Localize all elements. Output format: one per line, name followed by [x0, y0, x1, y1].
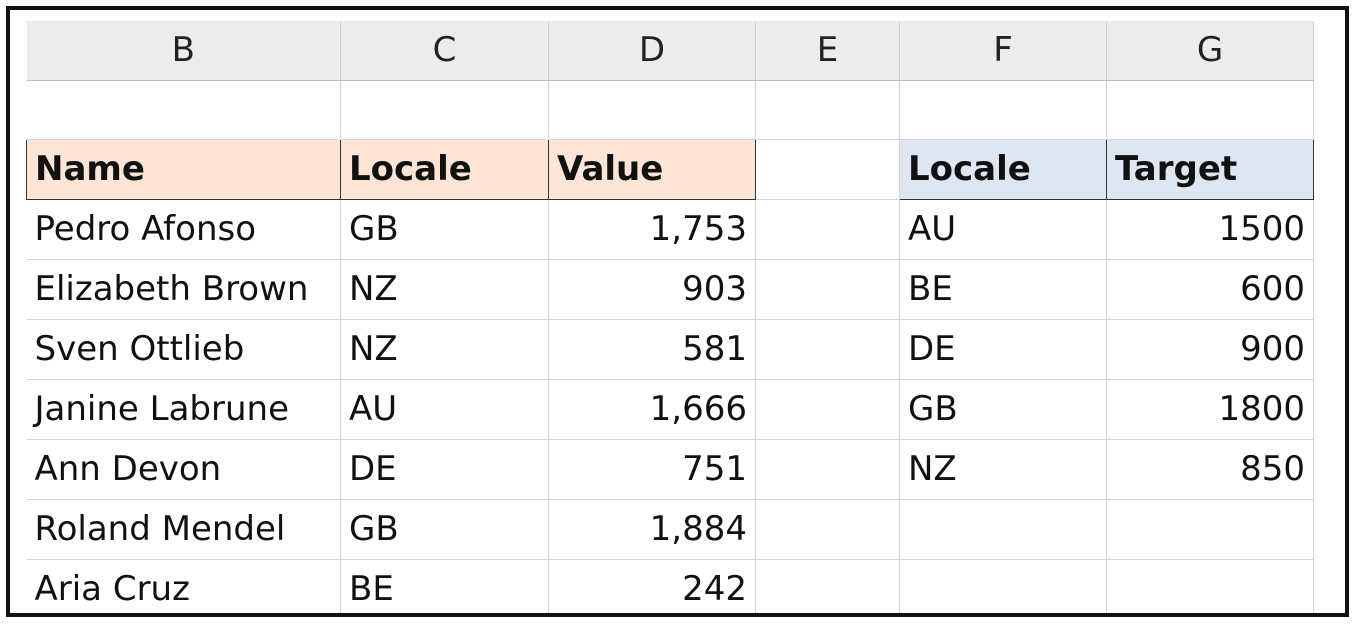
cell[interactable]	[26, 80, 341, 140]
table-row: Sven Ottlieb NZ 581 DE 900	[26, 319, 1314, 380]
table-row: Roland Mendel GB 1,884	[26, 499, 1314, 560]
name-cell[interactable]: Sven Ottlieb	[26, 319, 341, 380]
empty-row	[26, 80, 1314, 140]
target-header-cell[interactable]: Target	[1106, 139, 1314, 200]
value-cell[interactable]: 242	[548, 559, 756, 613]
target-locale-header-cell[interactable]: Locale	[899, 139, 1107, 200]
column-header-b[interactable]: B	[26, 21, 341, 81]
locale-cell[interactable]: DE	[340, 439, 549, 500]
cell[interactable]	[899, 559, 1107, 613]
locale-cell[interactable]: NZ	[340, 259, 549, 320]
cell[interactable]	[1106, 559, 1314, 613]
cell[interactable]	[755, 199, 900, 260]
cell[interactable]	[1106, 499, 1314, 560]
name-cell[interactable]: Aria Cruz	[26, 559, 341, 613]
locale-cell[interactable]: GB	[340, 499, 549, 560]
target-cell[interactable]: 900	[1106, 319, 1314, 380]
name-cell[interactable]: Elizabeth Brown	[26, 259, 341, 320]
column-header-f[interactable]: F	[899, 21, 1107, 81]
target-cell[interactable]: 1500	[1106, 199, 1314, 260]
name-cell[interactable]: Janine Labrune	[26, 379, 341, 440]
target-locale-cell[interactable]: BE	[899, 259, 1107, 320]
cell[interactable]	[755, 259, 900, 320]
table-row: Aria Cruz BE 242	[26, 559, 1314, 613]
locale-cell[interactable]: BE	[340, 559, 549, 613]
target-locale-cell[interactable]: NZ	[899, 439, 1107, 500]
target-locale-cell[interactable]: GB	[899, 379, 1107, 440]
cell[interactable]	[340, 80, 549, 140]
cell[interactable]	[1106, 80, 1314, 140]
table-row: Elizabeth Brown NZ 903 BE 600	[26, 259, 1314, 320]
cell[interactable]	[755, 139, 900, 200]
column-header-row: B C D E F G	[26, 21, 1314, 81]
cell[interactable]	[755, 319, 900, 380]
target-locale-cell[interactable]: DE	[899, 319, 1107, 380]
cell[interactable]	[899, 499, 1107, 560]
cell[interactable]	[755, 379, 900, 440]
value-cell[interactable]: 581	[548, 319, 756, 380]
target-locale-cell[interactable]: AU	[899, 199, 1107, 260]
column-header-d[interactable]: D	[548, 21, 756, 81]
name-cell[interactable]: Roland Mendel	[26, 499, 341, 560]
table-row: Pedro Afonso GB 1,753 AU 1500	[26, 199, 1314, 260]
column-header-g[interactable]: G	[1106, 21, 1314, 81]
table-header-row: Name Locale Value Locale Target	[26, 139, 1314, 200]
value-cell[interactable]: 1,753	[548, 199, 756, 260]
locale-cell[interactable]: NZ	[340, 319, 549, 380]
locale-cell[interactable]: GB	[340, 199, 549, 260]
locale-header-cell[interactable]: Locale	[340, 139, 549, 200]
cell[interactable]	[548, 80, 756, 140]
spreadsheet: B C D E F G Name Locale Value	[6, 6, 1349, 617]
locale-cell[interactable]: AU	[340, 379, 549, 440]
name-cell[interactable]: Pedro Afonso	[26, 199, 341, 260]
value-header-cell[interactable]: Value	[548, 139, 756, 200]
cell[interactable]	[755, 559, 900, 613]
target-cell[interactable]: 600	[1106, 259, 1314, 320]
name-header-cell[interactable]: Name	[26, 139, 341, 200]
value-cell[interactable]: 1,884	[548, 499, 756, 560]
table-row: Janine Labrune AU 1,666 GB 1800	[26, 379, 1314, 440]
value-cell[interactable]: 751	[548, 439, 756, 500]
cell[interactable]	[755, 499, 900, 560]
value-cell[interactable]: 1,666	[548, 379, 756, 440]
column-header-c[interactable]: C	[340, 21, 549, 81]
target-cell[interactable]: 850	[1106, 439, 1314, 500]
name-cell[interactable]: Ann Devon	[26, 439, 341, 500]
table-row: Ann Devon DE 751 NZ 850	[26, 439, 1314, 500]
target-cell[interactable]: 1800	[1106, 379, 1314, 440]
cell[interactable]	[899, 80, 1107, 140]
cell[interactable]	[755, 80, 900, 140]
cell[interactable]	[755, 439, 900, 500]
column-header-e[interactable]: E	[755, 21, 900, 81]
cell-grid: B C D E F G Name Locale Value	[26, 21, 1314, 613]
value-cell[interactable]: 903	[548, 259, 756, 320]
